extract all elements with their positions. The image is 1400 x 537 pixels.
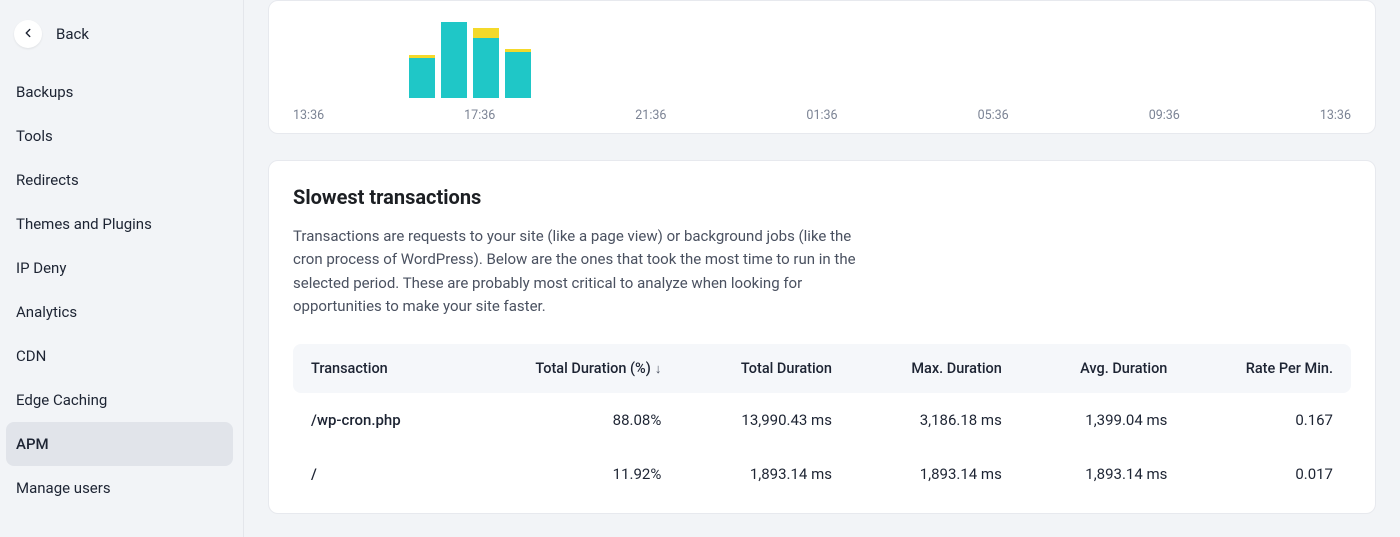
table-cell: 1,893.14 ms xyxy=(850,447,1020,501)
sidebar-item-themes-and-plugins[interactable]: Themes and Plugins xyxy=(12,202,231,246)
x-axis-tick: 05:36 xyxy=(978,108,1009,123)
back-row: Back xyxy=(12,18,231,70)
sidebar-item-edge-caching[interactable]: Edge Caching xyxy=(12,378,231,422)
chart-bar xyxy=(505,49,531,98)
sidebar-item-apm[interactable]: APM xyxy=(6,422,233,466)
x-axis-tick: 21:36 xyxy=(635,108,666,123)
column-header[interactable]: Rate Per Min. xyxy=(1185,344,1351,393)
arrow-left-icon xyxy=(21,25,35,44)
x-axis-tick: 09:36 xyxy=(1149,108,1180,123)
back-label: Back xyxy=(56,25,89,43)
chart-x-axis: 13:36 17:36 21:36 01:36 05:36 09:36 13:36 xyxy=(293,108,1351,123)
sidebar-item-analytics[interactable]: Analytics xyxy=(12,290,231,334)
slowest-transactions-card: Slowest transactions Transactions are re… xyxy=(268,160,1376,514)
app-layout: Back BackupsToolsRedirectsThemes and Plu… xyxy=(0,0,1400,537)
table-cell: 11.92% xyxy=(462,447,680,501)
x-axis-tick: 13:36 xyxy=(1320,108,1351,123)
table-body: /wp-cron.php88.08%13,990.43 ms3,186.18 m… xyxy=(293,393,1351,501)
table-cell: 0.017 xyxy=(1185,447,1351,501)
x-axis-tick: 13:36 xyxy=(293,108,324,123)
chart-bars xyxy=(409,22,531,98)
table-header-row: TransactionTotal Duration (%)↓Total Dura… xyxy=(293,344,1351,393)
table-cell: 88.08% xyxy=(462,393,680,447)
column-header[interactable]: Total Duration xyxy=(679,344,850,393)
chart-card: 13:36 17:36 21:36 01:36 05:36 09:36 13:36 xyxy=(268,0,1376,134)
sidebar-item-backups[interactable]: Backups xyxy=(12,70,231,114)
table-cell: 1,399.04 ms xyxy=(1020,393,1186,447)
chart-bar xyxy=(473,28,499,98)
chart-bar xyxy=(409,55,435,98)
column-header[interactable]: Avg. Duration xyxy=(1020,344,1186,393)
table-row[interactable]: /wp-cron.php88.08%13,990.43 ms3,186.18 m… xyxy=(293,393,1351,447)
main-content: 13:36 17:36 21:36 01:36 05:36 09:36 13:36 Slow… xyxy=(244,0,1400,537)
transactions-table: TransactionTotal Duration (%)↓Total Dura… xyxy=(293,344,1351,501)
x-axis-tick: 01:36 xyxy=(806,108,837,123)
table-cell: 1,893.14 ms xyxy=(1020,447,1186,501)
column-header[interactable]: Transaction xyxy=(293,344,462,393)
nav-list: BackupsToolsRedirectsThemes and PluginsI… xyxy=(12,70,231,510)
sidebar-item-tools[interactable]: Tools xyxy=(12,114,231,158)
table-cell: 0.167 xyxy=(1185,393,1351,447)
sort-arrow-icon: ↓ xyxy=(655,362,662,377)
table-cell: /wp-cron.php xyxy=(293,393,462,447)
section-description: Transactions are requests to your site (… xyxy=(293,225,873,318)
sidebar-item-redirects[interactable]: Redirects xyxy=(12,158,231,202)
sidebar-item-cdn[interactable]: CDN xyxy=(12,334,231,378)
sidebar-item-ip-deny[interactable]: IP Deny xyxy=(12,246,231,290)
sidebar-item-manage-users[interactable]: Manage users xyxy=(12,466,231,510)
column-header[interactable]: Total Duration (%)↓ xyxy=(462,344,680,393)
table-cell: 3,186.18 ms xyxy=(850,393,1020,447)
column-header[interactable]: Max. Duration xyxy=(850,344,1020,393)
table-cell: 1,893.14 ms xyxy=(679,447,850,501)
section-title: Slowest transactions xyxy=(293,185,1351,209)
chart-bar xyxy=(441,22,467,98)
sidebar: Back BackupsToolsRedirectsThemes and Plu… xyxy=(0,0,244,537)
table-cell: / xyxy=(293,447,462,501)
back-button[interactable] xyxy=(14,20,42,48)
table-cell: 13,990.43 ms xyxy=(679,393,850,447)
table-row[interactable]: /11.92%1,893.14 ms1,893.14 ms1,893.14 ms… xyxy=(293,447,1351,501)
x-axis-tick: 17:36 xyxy=(464,108,495,123)
